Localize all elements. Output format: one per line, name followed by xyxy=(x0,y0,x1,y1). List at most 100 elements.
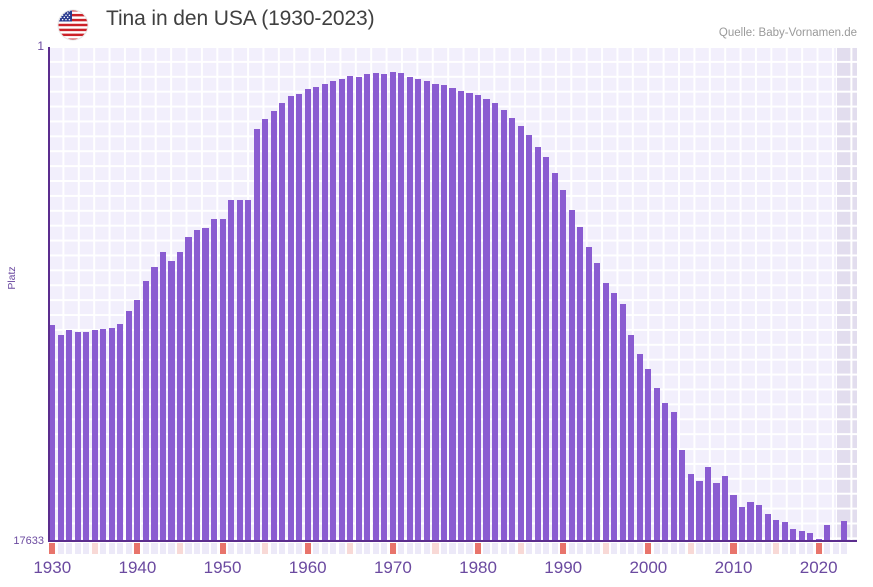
bar xyxy=(662,403,669,541)
bar xyxy=(713,483,720,541)
x-axis-tick xyxy=(440,543,448,554)
bar xyxy=(560,190,567,541)
x-axis-tick-minor xyxy=(517,543,524,554)
bar xyxy=(440,85,448,541)
bar xyxy=(219,219,226,541)
bar xyxy=(483,99,490,541)
bar xyxy=(321,84,328,541)
bar xyxy=(790,529,797,541)
x-axis-tick xyxy=(449,543,456,554)
x-axis-tick xyxy=(534,543,541,554)
bar xyxy=(423,81,430,541)
x-axis-tick-minor xyxy=(602,543,609,554)
x-axis-label: 1970 xyxy=(373,558,412,577)
x-axis-tick xyxy=(253,543,260,554)
x-axis-tick xyxy=(492,543,499,554)
bar xyxy=(159,252,167,541)
bar xyxy=(474,95,482,541)
bar xyxy=(687,474,694,541)
y-axis-tick-top: 1 xyxy=(37,39,44,53)
bar xyxy=(781,522,788,541)
bar xyxy=(534,147,541,541)
x-axis-tick xyxy=(594,543,601,554)
x-axis-tick-major xyxy=(815,543,822,554)
x-axis-tick xyxy=(704,543,712,554)
bar xyxy=(653,388,660,541)
x-axis-tick xyxy=(824,543,831,554)
x-axis-tick xyxy=(721,543,729,554)
bar xyxy=(253,129,260,541)
bar xyxy=(262,119,269,541)
x-axis-tick xyxy=(568,543,575,554)
x-axis-label: 2000 xyxy=(629,558,668,577)
x-axis-tick-major xyxy=(49,543,56,554)
bar xyxy=(236,200,243,541)
x-axis-tick-major xyxy=(389,543,396,554)
y-axis-tick-bottom: 17633 xyxy=(13,535,44,547)
x-axis-tick xyxy=(670,543,677,554)
x-axis-tick-minor xyxy=(687,543,694,554)
bar xyxy=(773,520,780,541)
x-axis-tick-major xyxy=(645,543,652,554)
bar xyxy=(185,237,192,541)
bar xyxy=(117,324,124,541)
bar xyxy=(807,533,814,541)
bar xyxy=(670,412,677,541)
x-axis-tick xyxy=(483,543,490,554)
bar xyxy=(389,72,396,541)
bar xyxy=(330,81,337,541)
y-axis-line xyxy=(48,47,50,541)
bar xyxy=(696,481,703,541)
bar xyxy=(432,84,439,541)
x-axis-tick xyxy=(551,543,558,554)
x-axis-tick xyxy=(125,543,132,554)
chart-header: Tina in den USA (1930-2023) Quelle: Baby… xyxy=(0,0,873,46)
x-axis-tick xyxy=(509,543,516,554)
x-axis-tick-major xyxy=(219,543,226,554)
x-axis-tick xyxy=(279,543,286,554)
x-axis-tick xyxy=(202,543,209,554)
bar xyxy=(415,79,422,541)
bar xyxy=(500,110,507,541)
x-axis-tick xyxy=(117,543,124,554)
bar xyxy=(398,73,405,541)
bar xyxy=(228,200,235,541)
x-axis-tick xyxy=(585,543,592,554)
x-axis-tick xyxy=(628,543,635,554)
bar xyxy=(551,173,558,541)
bar xyxy=(449,88,456,541)
bar xyxy=(91,330,98,541)
bar xyxy=(747,502,754,541)
x-axis-tick xyxy=(296,543,303,554)
bar xyxy=(764,514,771,541)
bar xyxy=(176,252,184,541)
x-axis-label: 1960 xyxy=(288,558,327,577)
bar xyxy=(202,228,209,541)
x-axis-tick xyxy=(841,543,848,554)
x-axis-tick xyxy=(185,543,192,554)
bar xyxy=(756,505,763,541)
x-axis-tick xyxy=(790,543,797,554)
x-axis-tick-major xyxy=(730,543,737,554)
x-axis-tick xyxy=(355,543,362,554)
y-axis-title: Platz xyxy=(6,266,18,290)
bar xyxy=(619,304,626,541)
bar xyxy=(134,300,141,541)
bar xyxy=(210,219,218,541)
bar xyxy=(74,332,81,541)
bar xyxy=(287,96,294,541)
x-axis-tick xyxy=(619,543,626,554)
x-axis-tick-major xyxy=(304,543,311,554)
x-axis-tick xyxy=(500,543,507,554)
x-axis-tick-minor xyxy=(176,543,184,554)
bar xyxy=(594,263,601,541)
bar xyxy=(679,450,686,541)
x-axis-tick xyxy=(151,543,158,554)
bar xyxy=(313,87,320,541)
x-axis-tick xyxy=(543,543,550,554)
x-axis-tick xyxy=(159,543,167,554)
x-axis-tick-major xyxy=(474,543,482,554)
x-axis-tick xyxy=(313,543,320,554)
bar xyxy=(577,227,584,541)
x-axis-tick xyxy=(321,543,328,554)
